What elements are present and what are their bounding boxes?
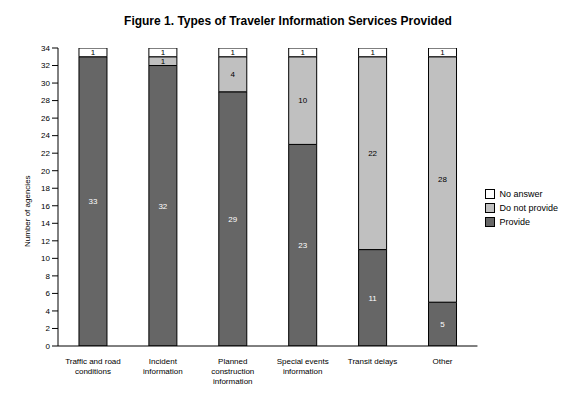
svg-text:Incidentinformation: Incidentinformation <box>143 357 183 376</box>
html-text:Provide: Provide <box>499 217 530 227</box>
svg-text:5: 5 <box>440 320 445 329</box>
svg-text:Traffic and roadconditions: Traffic and roadconditions <box>65 357 121 376</box>
svg-text:Special eventsinformation: Special eventsinformation <box>277 357 329 376</box>
svg-text:34: 34 <box>41 44 50 53</box>
html-text:No answer: No answer <box>499 189 543 199</box>
html-text:Do not provide: Do not provide <box>499 203 558 213</box>
svg-text:1: 1 <box>161 57 166 66</box>
svg-text:Transit delays: Transit delays <box>348 357 398 366</box>
svg-text:10: 10 <box>41 254 50 263</box>
svg-text:26: 26 <box>41 114 50 123</box>
svg-text:29: 29 <box>228 215 237 224</box>
svg-text:28: 28 <box>438 175 447 184</box>
svg-text:4: 4 <box>231 70 236 79</box>
svg-text:2: 2 <box>46 324 51 333</box>
svg-text:28: 28 <box>41 96 50 105</box>
svg-text:32: 32 <box>41 61 50 70</box>
svg-text:1: 1 <box>231 48 236 57</box>
svg-text:23: 23 <box>298 241 307 250</box>
svg-text:32: 32 <box>158 202 167 211</box>
svg-text:1: 1 <box>91 48 96 57</box>
svg-text:33: 33 <box>89 197 98 206</box>
svg-text:1: 1 <box>440 48 445 57</box>
svg-text:22: 22 <box>368 149 377 158</box>
svg-text:12: 12 <box>41 237 50 246</box>
svg-text:16: 16 <box>41 202 50 211</box>
svg-text:1: 1 <box>370 48 375 57</box>
svg-text:0: 0 <box>46 342 51 351</box>
svg-text:14: 14 <box>41 219 50 228</box>
svg-text:Plannedconstructioninformation: Plannedconstructioninformation <box>211 357 254 386</box>
html-text:Figure 1. Types of Traveler In: Figure 1. Types of Traveler Information … <box>124 14 452 28</box>
svg-text:Number of agencies: Number of agencies <box>23 175 32 247</box>
svg-text:18: 18 <box>41 184 50 193</box>
svg-text:10: 10 <box>298 96 307 105</box>
svg-text:30: 30 <box>41 79 50 88</box>
svg-text:11: 11 <box>368 294 377 303</box>
svg-text:20: 20 <box>41 167 50 176</box>
svg-text:1: 1 <box>300 48 305 57</box>
svg-text:Other: Other <box>432 357 452 366</box>
svg-text:22: 22 <box>41 149 50 158</box>
svg-text:24: 24 <box>41 131 50 140</box>
svg-text:4: 4 <box>46 307 51 316</box>
svg-text:6: 6 <box>46 289 51 298</box>
svg-text:8: 8 <box>46 272 51 281</box>
svg-text:1: 1 <box>161 48 166 57</box>
